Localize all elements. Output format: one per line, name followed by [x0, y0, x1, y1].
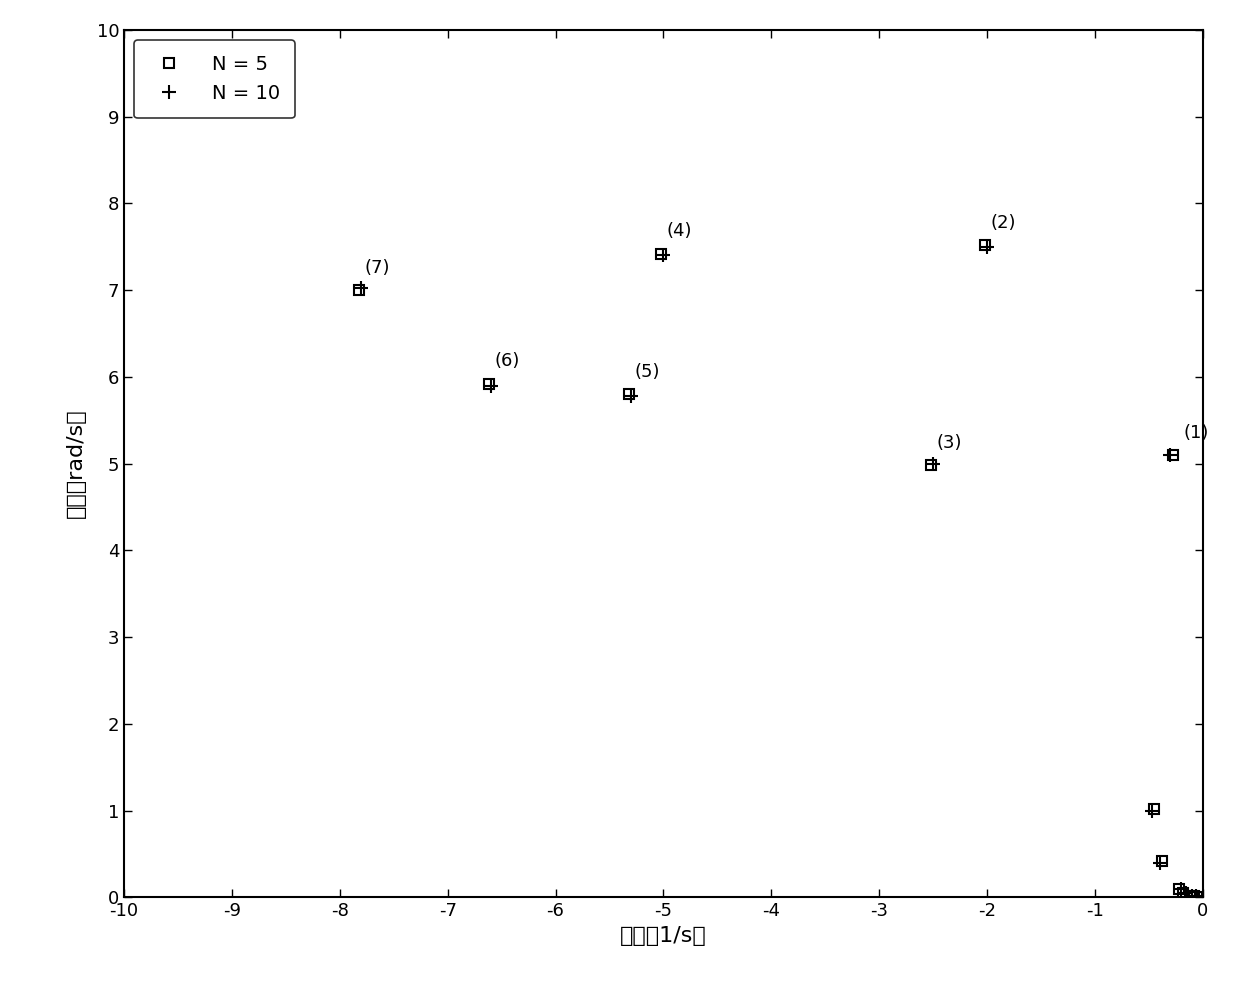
N = 5 [352, 284, 367, 296]
N = 5 [481, 378, 496, 390]
Text: (4): (4) [667, 222, 692, 240]
Y-axis label: 虚轴（rad/s）: 虚轴（rad/s） [66, 409, 86, 518]
N = 10 [1152, 856, 1167, 868]
N = 5 [1147, 803, 1162, 815]
N = 5 [1172, 882, 1187, 894]
Text: (1): (1) [1183, 424, 1209, 442]
N = 10 [656, 249, 671, 261]
N = 10 [1184, 889, 1199, 901]
N = 5 [1176, 887, 1190, 899]
N = 5 [653, 247, 668, 259]
Text: (3): (3) [936, 434, 962, 452]
N = 10 [1189, 890, 1204, 902]
N = 5 [1154, 854, 1169, 866]
N = 10 [1192, 891, 1207, 903]
Legend: N = 5, N = 10: N = 5, N = 10 [134, 40, 295, 119]
Text: (2): (2) [991, 213, 1016, 231]
N = 10 [1145, 805, 1159, 817]
N = 10 [624, 390, 639, 402]
N = 5 [924, 460, 939, 472]
N = 10 [353, 282, 368, 294]
N = 5 [1166, 449, 1180, 461]
N = 10 [1178, 887, 1193, 899]
N = 10 [1163, 449, 1178, 461]
Text: (7): (7) [365, 259, 391, 277]
Text: (5): (5) [635, 363, 660, 381]
N = 10 [484, 380, 498, 392]
N = 10 [925, 458, 940, 470]
N = 5 [977, 239, 992, 251]
N = 5 [1190, 891, 1205, 903]
N = 5 [1183, 889, 1198, 901]
N = 5 [1187, 890, 1202, 902]
Line: N = 5: N = 5 [355, 240, 1203, 902]
N = 10 [1174, 882, 1189, 894]
N = 5 [621, 388, 636, 400]
N = 10 [980, 241, 994, 253]
Text: (6): (6) [494, 353, 520, 371]
Line: N = 10: N = 10 [355, 240, 1205, 904]
X-axis label: 实轴（1/s）: 实轴（1/s） [620, 926, 707, 946]
